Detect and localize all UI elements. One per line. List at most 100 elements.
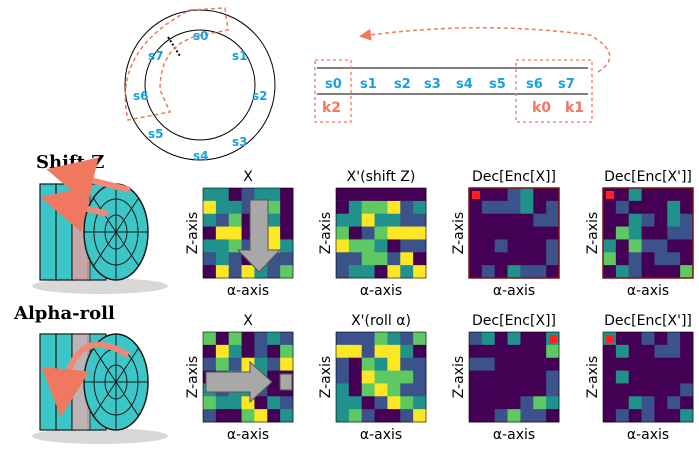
panel-title: X xyxy=(243,169,253,185)
heatmap-cell xyxy=(641,332,655,346)
heatmap-cell xyxy=(254,396,268,410)
seq-token-s3: s3 xyxy=(424,77,441,92)
heatmap-cell xyxy=(280,332,294,346)
heatmap-cell xyxy=(533,409,547,423)
heatmap-cell xyxy=(267,239,281,253)
heatmap-cell xyxy=(615,200,630,215)
heatmap-cell xyxy=(481,370,496,384)
heatmap-cell xyxy=(507,265,521,279)
heatmap-cell xyxy=(603,239,617,253)
cylinder-spoke xyxy=(92,381,117,417)
heatmap-cell xyxy=(641,252,655,266)
heatmap-cell xyxy=(654,200,668,215)
heatmap-frame xyxy=(202,331,294,423)
heatmap-cell xyxy=(267,226,281,240)
heatmap-cell xyxy=(413,213,427,227)
heatmap-cell xyxy=(615,396,630,410)
heatmap-cell xyxy=(481,188,496,202)
heatmap-cell xyxy=(413,344,427,359)
heatmap-cell xyxy=(641,188,655,202)
heatmap-cell xyxy=(603,383,617,397)
heatmap-cell xyxy=(469,265,483,279)
heatmap-cell xyxy=(400,265,414,279)
heatmap-cell xyxy=(507,409,521,423)
seq-key-k1: k1 xyxy=(565,100,584,116)
heatmap-cell xyxy=(280,409,294,423)
heatmap-cell xyxy=(628,383,642,397)
heatmap-cell xyxy=(654,383,668,397)
ring-label-s2: s2 xyxy=(252,89,268,103)
heatmap-cell xyxy=(641,370,655,384)
heatmap-cell xyxy=(469,200,483,215)
heatmap-cell xyxy=(469,213,483,227)
heatmap-cell xyxy=(520,200,534,215)
heatmap-cell xyxy=(348,409,363,423)
heatmap-cell xyxy=(533,344,547,359)
heatmap-cell xyxy=(280,239,294,253)
ring-diagram: s0 s1 s2 s3 s4 s5 s6 s7 xyxy=(124,7,276,163)
heatmap-frame xyxy=(335,187,427,279)
heatmap-cell xyxy=(361,252,375,266)
heatmap-cell xyxy=(680,396,694,410)
ring-label-s3: s3 xyxy=(232,135,248,149)
heatmap-cell xyxy=(667,370,681,384)
heatmap-cell xyxy=(361,409,375,423)
heatmap-cell xyxy=(374,409,388,423)
x-axis-label: α-axis xyxy=(227,283,269,299)
heatmap-cell xyxy=(361,239,375,253)
shift-arrow xyxy=(46,157,131,205)
y-axis-label: Z-axis xyxy=(585,212,601,254)
heatmap-cell xyxy=(520,409,534,423)
heatmap-cell xyxy=(628,357,642,371)
y-axis-label: Z-axis xyxy=(185,212,201,254)
heatmap-cell xyxy=(494,252,508,266)
gray-arrow-tail xyxy=(279,373,293,391)
heatmap-cell xyxy=(387,265,401,279)
heatmap-cell xyxy=(654,332,668,346)
heatmap-cell xyxy=(254,357,268,371)
heatmap-cell xyxy=(400,396,414,410)
heatmap-cell xyxy=(533,357,547,371)
heatmap-cell xyxy=(507,226,521,240)
ring-inner xyxy=(144,29,256,141)
y-axis-label: Z-axis xyxy=(185,356,201,398)
seq-key-k2: k2 xyxy=(322,100,341,116)
heatmap-shift-row xyxy=(336,188,426,201)
heatmap-cell xyxy=(481,239,496,253)
heatmap-cell xyxy=(469,239,483,253)
cylinder-shift xyxy=(32,157,168,294)
heatmap-cell xyxy=(641,344,655,359)
heatmap-cell xyxy=(348,200,363,215)
heatmap-cell xyxy=(520,239,534,253)
heatmap-cell xyxy=(228,357,242,371)
heatmap-cell xyxy=(680,239,694,253)
heatmap-cell xyxy=(254,332,268,346)
heatmap-cell xyxy=(641,357,655,371)
heatmap-cell xyxy=(507,213,521,227)
heatmap-cell xyxy=(336,200,350,215)
heatmap-cell xyxy=(215,332,230,346)
x-axis-label: α-axis xyxy=(493,427,535,443)
heatmap-cell xyxy=(254,344,268,359)
roll-arrow xyxy=(41,342,130,417)
heatmap-cell xyxy=(348,213,363,227)
heatmap-cell xyxy=(615,383,630,397)
x-axis-label: α-axis xyxy=(493,283,535,299)
heatmap-cell xyxy=(667,332,681,346)
heatmap-cell xyxy=(680,200,694,215)
heatmap-frame xyxy=(335,331,427,423)
heatmap-cell xyxy=(400,409,414,423)
heatmap-cell xyxy=(361,213,375,227)
heatmap-cell xyxy=(280,226,294,240)
heatmap-cell xyxy=(546,188,560,202)
heatmap-cell xyxy=(615,213,630,227)
x-axis-label: α-axis xyxy=(627,427,669,443)
heatmap-cell xyxy=(374,396,388,410)
ring-label-s4: s4 xyxy=(193,149,209,163)
heatmap-cell xyxy=(469,344,483,359)
heatmap-cell xyxy=(215,252,230,266)
heatmap-cell xyxy=(654,396,668,410)
heatmap-cell xyxy=(641,383,655,397)
heatmap-cell xyxy=(667,409,681,423)
